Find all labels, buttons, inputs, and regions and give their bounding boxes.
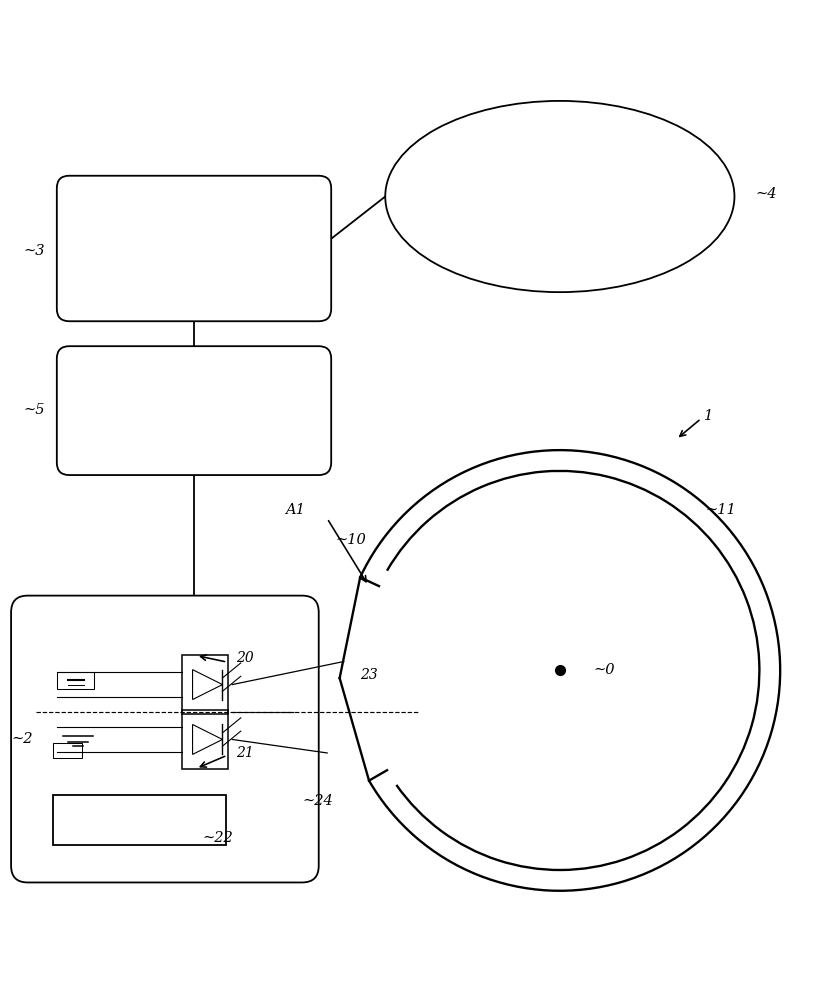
Text: ∼0: ∼0: [593, 663, 614, 677]
FancyBboxPatch shape: [11, 596, 319, 882]
Text: ∼3: ∼3: [23, 244, 45, 258]
Bar: [57, 672, 94, 689]
Bar: [53, 795, 226, 845]
Text: A1: A1: [285, 503, 305, 517]
Text: ∼2: ∼2: [11, 732, 33, 746]
Ellipse shape: [385, 101, 733, 292]
FancyBboxPatch shape: [57, 176, 331, 321]
Text: 1: 1: [703, 409, 712, 423]
Text: ∼4: ∼4: [754, 187, 776, 201]
Text: 21: 21: [235, 746, 253, 760]
Text: ∼11: ∼11: [705, 503, 735, 517]
Text: ∼24: ∼24: [302, 794, 333, 808]
FancyBboxPatch shape: [57, 346, 331, 475]
Text: ∼10: ∼10: [335, 533, 365, 547]
Text: ∼22: ∼22: [202, 831, 232, 845]
Bar: [182, 655, 228, 714]
Text: ∼5: ∼5: [23, 403, 45, 417]
Bar: [182, 710, 228, 769]
Bar: [53, 743, 82, 758]
Text: 23: 23: [359, 668, 378, 682]
Text: 20: 20: [235, 651, 253, 665]
